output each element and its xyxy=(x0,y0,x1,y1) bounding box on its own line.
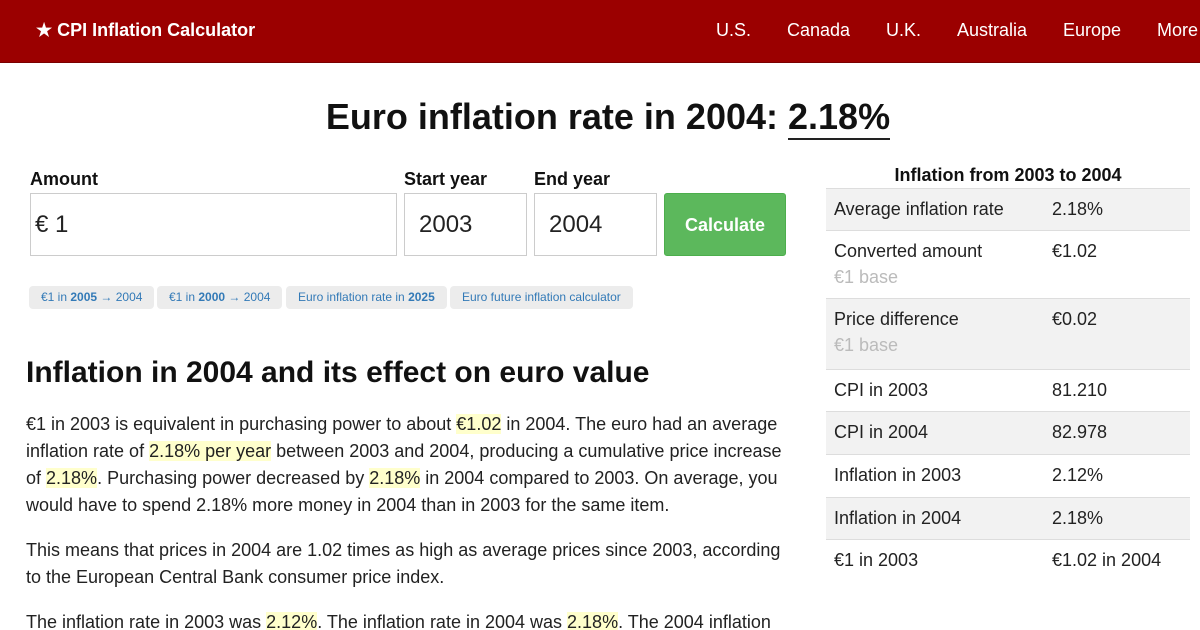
row-label: Inflation in 2003 xyxy=(834,465,962,485)
row-value: €1.02 xyxy=(1052,241,1098,261)
highlighted-value: 2.18% per year xyxy=(149,441,272,461)
table-row: CPI in 2004 82.978 xyxy=(826,411,1190,454)
highlighted-value: 2.18% xyxy=(369,468,421,488)
paragraph-text: . The 2004 inflation xyxy=(618,612,771,630)
inflation-summary-table: Inflation from 2003 to 2004 Average infl… xyxy=(826,164,1190,570)
highlighted-value: 2.18% xyxy=(46,468,98,488)
row-value: €0.02 xyxy=(1052,309,1098,329)
headline-rate: 2.18% xyxy=(788,96,891,140)
row-sublabel: €1 base xyxy=(834,335,899,355)
row-value: 81.210 xyxy=(1052,380,1108,400)
chip-text: €1 in xyxy=(169,290,199,304)
nav-link-australia[interactable]: Australia xyxy=(957,20,1028,40)
table-row: €1 in 2003 €1.02 in 2004 xyxy=(826,539,1190,581)
row-sublabel: €1 base xyxy=(834,267,899,287)
table-row: CPI in 2003 81.210 xyxy=(826,369,1190,411)
table-row: Inflation in 2003 2.12% xyxy=(826,454,1190,497)
chip-text: €1 in xyxy=(41,290,71,304)
table-title: Inflation from 2003 to 2004 xyxy=(826,164,1190,189)
top-navbar: ★ CPI Inflation Calculator U.S. Canada U… xyxy=(0,0,1200,63)
paragraph-inflation-rates: The inflation rate in 2003 was 2.12%. Th… xyxy=(26,609,786,630)
chip-text: → 2004 xyxy=(225,290,271,304)
paragraph-price-ratio: This means that prices in 2004 are 1.02 … xyxy=(26,537,786,591)
chip-year: 2000 xyxy=(198,290,226,304)
brand-link[interactable]: ★ CPI Inflation Calculator xyxy=(36,20,256,40)
chip-year: 2025 xyxy=(408,290,435,304)
chip-link-2000[interactable]: €1 in 2000 → 2004 xyxy=(157,286,283,309)
row-label: CPI in 2004 xyxy=(834,422,929,442)
amount-input[interactable]: € 1 xyxy=(30,193,397,256)
paragraph-text: This means that prices in 2004 are 1.02 … xyxy=(26,540,781,587)
row-label: Converted amount xyxy=(834,241,983,261)
nav-link-uk[interactable]: U.K. xyxy=(886,20,922,40)
chip-link-2025-rate[interactable]: Euro inflation rate in 2025 xyxy=(286,286,447,309)
row-value: 82.978 xyxy=(1052,422,1108,442)
row-label: Inflation in 2004 xyxy=(834,508,962,528)
end-year-label: End year xyxy=(534,169,611,189)
page-title: Euro inflation rate in 2004: 2.18% xyxy=(0,96,1200,140)
chip-text: → 2004 xyxy=(97,290,143,304)
nav-link-europe[interactable]: Europe xyxy=(1063,20,1122,40)
row-value: 2.18% xyxy=(1052,508,1104,528)
nav-menu: U.S. Canada U.K. Australia Europe More xyxy=(0,20,1200,44)
highlighted-value: 2.18% xyxy=(567,612,619,630)
chip-text: Euro inflation rate in xyxy=(298,290,409,304)
start-year-input[interactable]: 2003 xyxy=(404,193,527,256)
nav-link-canada[interactable]: Canada xyxy=(787,20,851,40)
row-label: CPI in 2003 xyxy=(834,380,929,400)
paragraph-text: in 2004. The euro had an average inflati… xyxy=(26,414,778,461)
paragraph-text: . The inflation rate in 2004 was xyxy=(317,612,568,630)
table-row: Converted amount €1 base €1.02 xyxy=(826,230,1190,298)
section-title: Inflation in 2004 and its effect on euro… xyxy=(26,356,650,389)
paragraph-text: . Purchasing power decreased by xyxy=(97,468,370,488)
start-year-label: Start year xyxy=(404,169,488,189)
table-row: Price difference €1 base €0.02 xyxy=(826,298,1190,369)
table-row: Average inflation rate 2.18% xyxy=(826,188,1190,230)
row-label: Average inflation rate xyxy=(834,199,1004,219)
row-label: €1 in 2003 xyxy=(834,550,919,570)
row-label: Price difference xyxy=(834,309,959,329)
highlighted-value: 2.12% xyxy=(266,612,318,630)
nav-link-us[interactable]: U.S. xyxy=(716,20,752,40)
calculate-button[interactable]: Calculate xyxy=(664,193,786,256)
chip-link-2005[interactable]: €1 in 2005 → 2004 xyxy=(29,286,155,309)
chip-text: Euro future inflation calculator xyxy=(462,290,621,304)
amount-label: Amount xyxy=(30,169,98,189)
paragraph-text: between 2003 and 2004, producing a cumul… xyxy=(26,441,782,488)
row-value: €1.02 in 2004 xyxy=(1052,550,1162,570)
row-value: 2.18% xyxy=(1052,199,1104,219)
row-value: 2.12% xyxy=(1052,465,1104,485)
table-row: Inflation in 2004 2.18% xyxy=(826,497,1190,539)
chip-year: 2005 xyxy=(70,290,98,304)
end-year-input[interactable]: 2004 xyxy=(534,193,657,256)
paragraph-text: The inflation rate in 2003 was xyxy=(26,612,267,630)
paragraph-text: €1 in 2003 is equivalent in purchasing p… xyxy=(26,414,457,434)
chip-link-future-calculator[interactable]: Euro future inflation calculator xyxy=(450,286,633,309)
nav-link-more[interactable]: More xyxy=(1157,20,1199,40)
highlighted-value: €1.02 xyxy=(456,414,502,434)
paragraph-text: in 2004 compared to 2003. On average, yo… xyxy=(26,468,778,515)
page-title-prefix: Euro inflation rate in 2004: xyxy=(325,96,788,137)
paragraph-purchasing-power: €1 in 2003 is equivalent in purchasing p… xyxy=(26,411,786,519)
